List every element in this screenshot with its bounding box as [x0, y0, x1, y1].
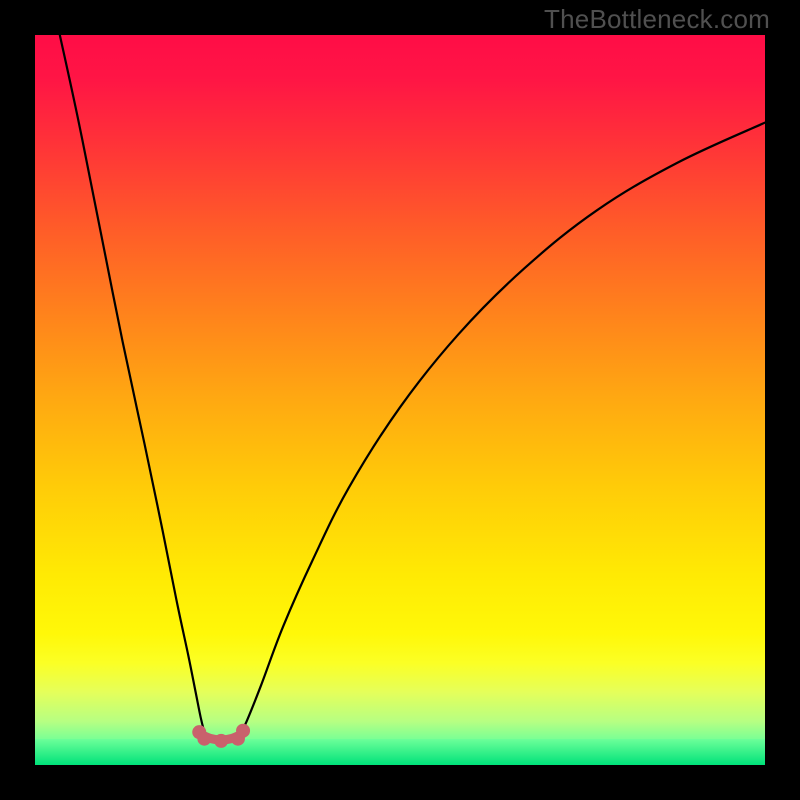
curve-left-branch — [60, 35, 207, 739]
chart-stage: TheBottleneck.com — [0, 0, 800, 800]
bottom-marker-dot — [236, 724, 250, 738]
watermark-text: TheBottleneck.com — [544, 4, 770, 35]
plot-area — [35, 35, 765, 765]
bottom-marker-dot — [197, 732, 211, 746]
bottleneck-curve — [35, 35, 765, 765]
curve-right-branch — [238, 123, 765, 740]
bottom-marker-dot — [214, 734, 228, 748]
